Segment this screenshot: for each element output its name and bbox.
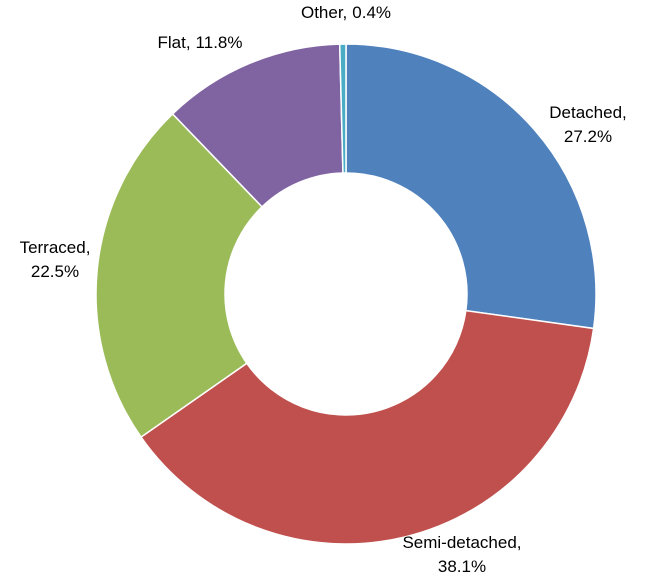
label-value: 11.8% (196, 33, 243, 52)
label-value: 22.5% (31, 262, 79, 281)
data-label: Flat, 11.8% (157, 33, 242, 52)
label-value: 0.4% (352, 3, 391, 22)
donut-slice (139, 309, 595, 545)
label-category: Terraced, (20, 238, 91, 257)
label-category: Semi-detached, (402, 533, 521, 552)
data-label: Terraced, 22.5% (20, 238, 91, 281)
donut-slice (345, 43, 597, 330)
data-label: Other, 0.4% (301, 3, 391, 22)
label-value: 27.2% (564, 127, 612, 146)
donut-slice (171, 43, 344, 208)
label-category: Detached, (549, 103, 627, 122)
label-category: Flat, (157, 33, 190, 52)
data-label: Detached, 27.2% (549, 103, 627, 146)
label-value: 38.1% (438, 557, 486, 576)
donut-slice (338, 43, 347, 174)
label-category: Other, (301, 3, 347, 22)
donut-slice (95, 112, 264, 439)
data-label: Semi-detached, 38.1% (402, 533, 521, 576)
